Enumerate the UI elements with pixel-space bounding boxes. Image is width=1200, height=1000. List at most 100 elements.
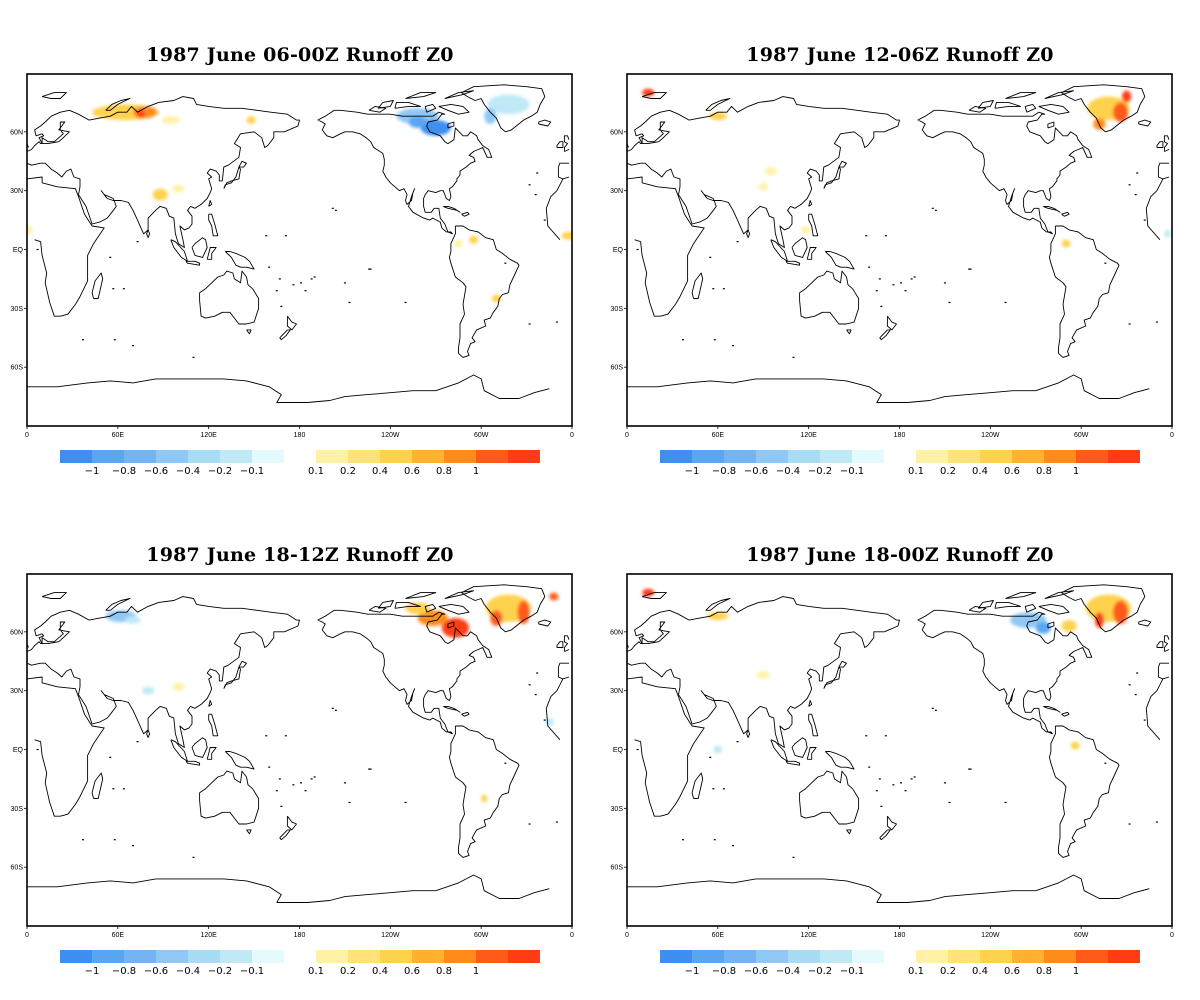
coastline: [317, 609, 493, 735]
coastline: [238, 660, 247, 668]
colorbar-label: 0.1: [908, 966, 924, 977]
island: [1134, 694, 1137, 696]
coastline: [1038, 103, 1070, 115]
runoff-anomaly-field: [27, 94, 572, 303]
coastline: [556, 641, 564, 648]
colorbar-swatch: [92, 950, 124, 963]
anomaly-patch: [642, 588, 655, 597]
coastline: [1156, 141, 1164, 148]
anomaly-patch: [708, 112, 727, 121]
island: [892, 784, 895, 786]
coastline: [917, 609, 1093, 735]
island: [275, 290, 278, 292]
island: [875, 790, 878, 792]
colorbar-label: 1: [1073, 966, 1079, 977]
coastline: [1138, 119, 1152, 127]
coastline: [27, 176, 564, 317]
colorbar-label: −0.8: [112, 966, 136, 977]
coastline: [368, 605, 387, 613]
island: [913, 776, 916, 778]
coastline: [808, 700, 813, 707]
island: [904, 290, 907, 292]
colorbar-swatch: [220, 450, 252, 463]
colorbar-label: 0.6: [1004, 966, 1020, 977]
island: [722, 288, 725, 290]
lat-tick-label: 30S: [611, 306, 624, 313]
lat-tick-label: 30N: [10, 688, 23, 695]
lon-tick-label: 60E: [112, 432, 125, 439]
island: [682, 339, 685, 341]
colorbar-swatch: [1012, 950, 1044, 963]
colorbar-swatch: [788, 450, 820, 463]
coastline: [448, 225, 520, 358]
coastline: [823, 166, 841, 189]
coastline: [191, 737, 208, 758]
colorbar-label: 1: [1073, 466, 1079, 477]
colorbar-swatch: [252, 450, 284, 463]
island: [313, 276, 316, 278]
coastline: [27, 374, 550, 403]
coastline: [808, 200, 813, 207]
colorbar-label: 0.8: [1036, 466, 1052, 477]
island: [280, 805, 283, 807]
coastline: [224, 751, 255, 770]
island: [969, 768, 972, 770]
island: [504, 262, 507, 264]
anomaly-patch: [172, 184, 185, 193]
island: [82, 339, 85, 341]
colorbar-swatch: [444, 450, 476, 463]
island: [265, 735, 268, 737]
coastline: [206, 247, 217, 260]
colorbar-swatch: [1076, 950, 1108, 963]
panel-title: 1987 June 06-00Z Runoff Z0: [146, 44, 454, 66]
island: [313, 776, 316, 778]
coastline: [627, 874, 1150, 903]
coastline: [199, 770, 260, 825]
coastline: [627, 676, 1164, 817]
anomaly-patch: [1112, 600, 1129, 625]
lon-tick-label: 0: [1170, 932, 1174, 939]
colorbar-swatch: [380, 450, 412, 463]
coastline: [823, 666, 841, 689]
lon-tick-label: 60W: [1074, 932, 1089, 939]
lon-tick-label: 180: [894, 432, 906, 439]
colorbar-label: −1: [685, 466, 700, 477]
colorbar: −1 −0.8 −0.6 −0.4 −0.2 −0.1 0.1 0.2 0.4 0.6 0.8 1: [60, 950, 540, 977]
coastlines: [627, 584, 1169, 903]
coastline: [170, 239, 188, 262]
coastline: [170, 739, 188, 762]
coastline: [405, 592, 437, 599]
lat-tick-label: 60S: [11, 365, 24, 372]
coastline: [461, 211, 470, 217]
lat-tick-label: 30N: [610, 188, 623, 195]
colorbar-swatch: [284, 950, 316, 963]
island: [875, 290, 878, 292]
colorbar-label: −1: [685, 966, 700, 977]
island: [709, 256, 712, 258]
island: [712, 288, 715, 290]
lat-tick-label: EQ: [613, 747, 624, 754]
island: [878, 778, 881, 780]
colorbar-swatch: [916, 950, 948, 963]
island: [265, 235, 268, 237]
lon-tick-label: 60E: [712, 932, 725, 939]
colorbar-label: −0.4: [776, 466, 800, 477]
island: [536, 172, 539, 174]
colorbar-label: −0.6: [744, 966, 768, 977]
colorbar-swatch: [1076, 450, 1108, 463]
island: [931, 207, 934, 209]
coastline: [394, 601, 422, 609]
coastline: [770, 239, 788, 262]
map-panel-0606: 60N 30N EQ 30S 60S 0 60E 120E 180 120W 60W 0 −1 −0.8−…: [0, 0, 600, 500]
colorbar-label: 0.2: [940, 966, 956, 977]
colorbar-swatch: [476, 450, 508, 463]
anomaly-patch: [1122, 90, 1132, 103]
island: [131, 344, 134, 347]
anomaly-patch: [484, 108, 497, 125]
colorbar-swatch: [476, 950, 508, 963]
colorbar-label: 0.2: [340, 466, 356, 477]
colorbar-label: −0.1: [840, 966, 864, 977]
colorbar-swatch: [820, 950, 852, 963]
map-frame: [626, 73, 1173, 427]
